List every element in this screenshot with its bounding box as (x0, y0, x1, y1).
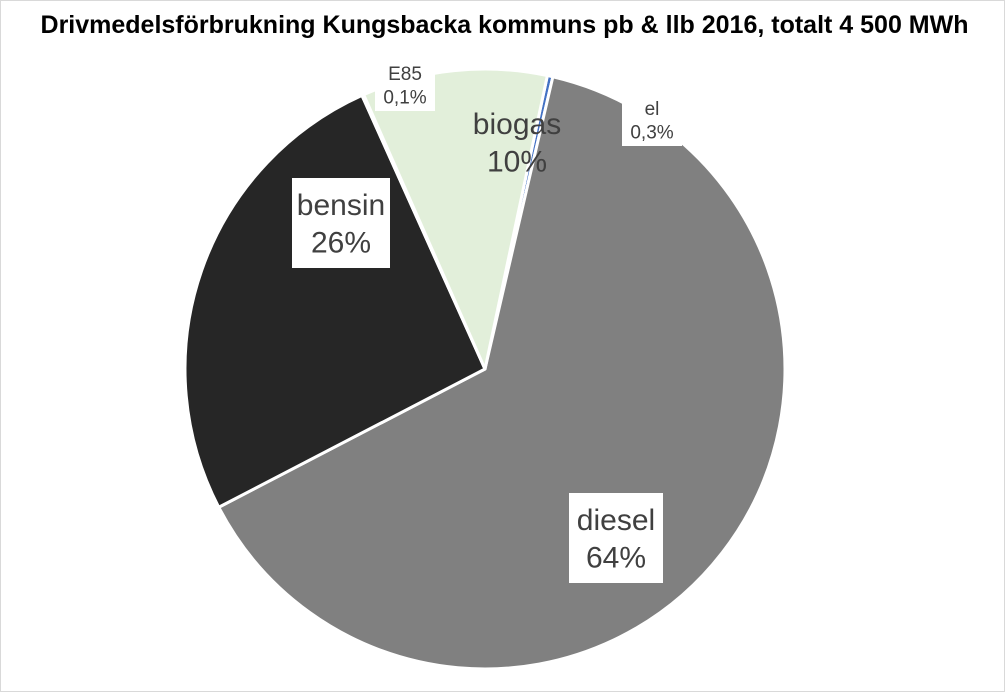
data-label-box (375, 59, 435, 111)
data-label-value: 0,3% (630, 123, 673, 144)
data-label-name: bensin (297, 189, 385, 222)
data-label-box (569, 493, 663, 583)
data-label-box (622, 94, 682, 146)
data-label-value: 0,1% (383, 88, 426, 109)
data-label-value: 64% (586, 541, 646, 574)
data-label-e85: E85 0,1% (375, 59, 435, 111)
data-label-value: 26% (311, 226, 371, 259)
data-label-name: E85 (388, 64, 422, 85)
data-label-el: el 0,3% (622, 94, 682, 146)
data-label-bensin: bensin 26% (292, 178, 390, 268)
data-label-name: biogas (473, 108, 561, 141)
data-label-name: diesel (577, 504, 655, 537)
pie-slice-bensin (183, 93, 487, 509)
data-label-value: 10% (487, 145, 547, 178)
chart-title: Drivmedelsförbrukning Kungsbacka kommuns… (40, 11, 969, 39)
data-label-name: el (645, 99, 660, 120)
data-label-diesel: diesel 64% (569, 493, 663, 583)
data-label-biogas: biogas 10% (473, 108, 561, 179)
data-label-box (292, 178, 390, 268)
